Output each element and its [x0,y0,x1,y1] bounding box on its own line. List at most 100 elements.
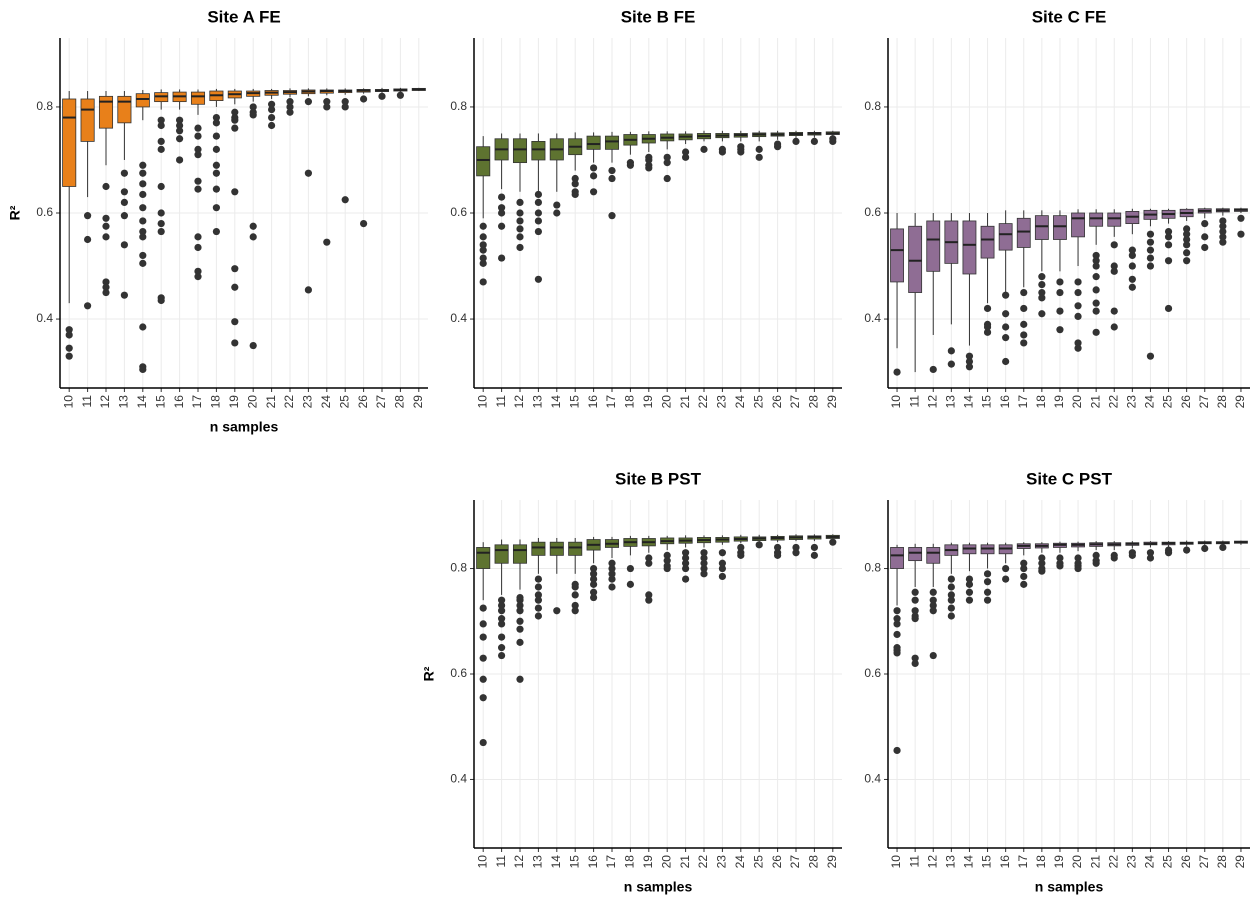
outlier [1074,288,1082,297]
outlier [947,612,955,620]
outlier [498,615,506,623]
outlier [1219,543,1227,552]
x-tick-label: 14 [135,395,149,409]
chart-title: Site C FE [1032,7,1107,26]
outlier [1020,304,1028,313]
outlier [893,746,901,755]
outlier [534,198,543,206]
outlier [1002,291,1010,299]
outlier [1020,572,1028,581]
y-tick-label: 0.4 [450,772,467,786]
x-tick-label: 29 [1233,855,1247,869]
outlier [1092,559,1100,567]
outlier [498,209,506,217]
outlier [516,225,524,233]
box [98,95,114,129]
outlier [479,620,487,628]
outlier [479,241,487,249]
outlier [1128,551,1136,559]
outlier [534,612,543,620]
outlier [249,341,257,350]
outlier [498,620,506,628]
outlier [590,580,598,588]
x-tick-label: 29 [411,395,425,409]
outlier [1237,230,1245,238]
chart-title: Site C PST [1026,469,1113,488]
x-tick-label: 10 [61,395,75,409]
outlier [608,570,616,578]
x-tick-label: 13 [117,395,131,409]
outlier [479,604,487,612]
outlier [1038,280,1046,289]
outlier [157,182,165,191]
outlier [1002,564,1010,573]
outlier [682,148,690,156]
outlier [718,572,727,581]
x-tick-label: 26 [770,855,784,869]
outlier [1038,294,1046,302]
outlier [700,554,708,562]
box [1016,217,1031,248]
box [190,91,206,105]
outlier [360,220,368,228]
x-axis-label: n samples [210,419,279,435]
box [926,547,941,564]
outlier [249,233,257,241]
x-tick-label: 25 [751,855,765,869]
x-tick-label: 16 [172,395,186,409]
outlier [718,564,727,573]
outlier [645,591,653,599]
outlier [1201,233,1209,241]
y-tick-label: 0.8 [450,561,467,575]
x-tick-label: 11 [80,395,94,408]
outlier [965,363,974,371]
x-tick-label: 12 [925,855,939,869]
outlier [929,651,937,660]
outlier [286,108,294,116]
outlier [231,188,239,196]
outlier [929,607,937,615]
outlier [194,267,202,275]
y-tick-label: 0.8 [864,99,881,113]
outlier [194,124,202,132]
outlier [378,92,386,100]
outlier [212,119,220,127]
x-tick-label: 10 [475,855,489,869]
outlier [1183,235,1191,244]
outlier [498,222,506,230]
outlier [663,557,671,565]
outlier [983,588,992,596]
x-tick-label: 14 [962,855,976,869]
outlier [304,286,312,294]
box [890,547,904,569]
y-tick-label: 0.6 [36,205,53,219]
outlier [663,564,671,573]
outlier [983,328,992,336]
outlier [893,649,901,657]
outlier [1146,238,1155,246]
outlier [700,549,708,557]
outlier [682,549,690,557]
x-tick-label: 20 [659,855,673,869]
outlier [157,137,165,146]
outlier [139,227,147,236]
x-tick-label: 18 [1034,855,1048,869]
x-tick-label: 12 [98,395,112,409]
outlier [626,161,635,169]
outlier [1146,262,1155,270]
outlier [682,575,690,583]
box [980,225,995,259]
outlier [571,601,579,610]
outlier [1128,246,1136,254]
x-axis-label: n samples [1035,879,1104,895]
x-tick-label: 23 [301,395,315,409]
y-tick-label: 0.6 [450,205,467,219]
outlier [194,132,202,140]
outlier [120,169,128,177]
outlier [1002,334,1010,342]
outlier [737,543,745,552]
outlier [571,174,579,183]
outlier [231,265,239,273]
x-tick-label: 20 [245,395,259,409]
outlier [1020,580,1028,588]
